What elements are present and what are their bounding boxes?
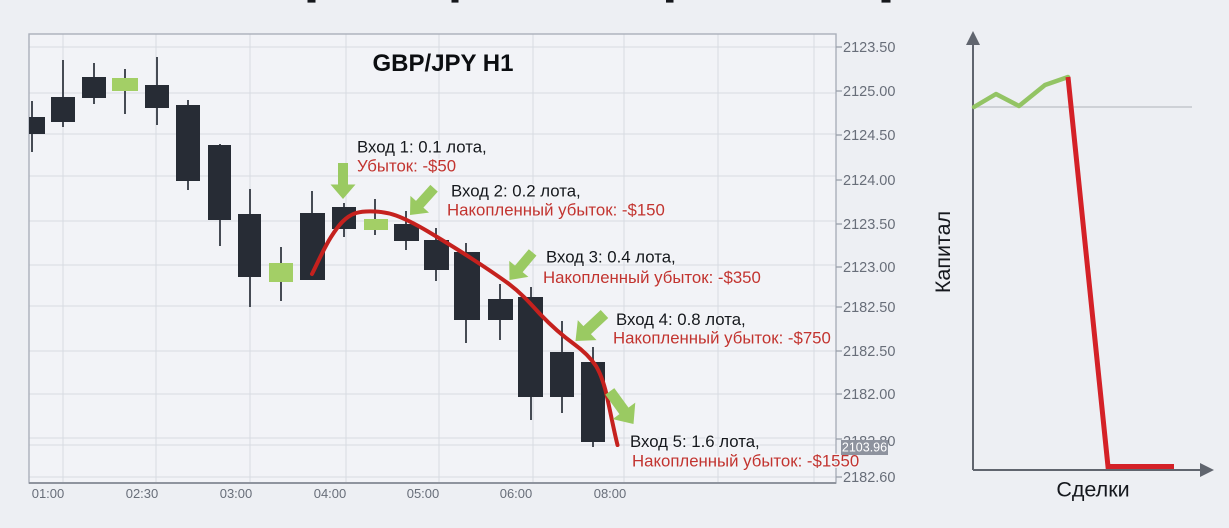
svg-text:Накопленный убыток: -$1550: Накопленный убыток: -$1550 [632, 452, 859, 471]
svg-text:03:00: 03:00 [220, 486, 253, 501]
svg-text:2182.00: 2182.00 [843, 387, 895, 403]
svg-text:02:30: 02:30 [126, 486, 159, 501]
svg-text:04:00: 04:00 [314, 486, 347, 501]
svg-text:Вход 1: 0.1 лота,: Вход 1: 0.1 лота, [357, 138, 487, 157]
svg-text:Вход 2: 0.2 лота,: Вход 2: 0.2 лота, [451, 182, 581, 201]
svg-text:Накопленный убыток: -$750: Накопленный убыток: -$750 [613, 329, 831, 348]
svg-text:Вход 4: 0.8 лота,: Вход 4: 0.8 лота, [616, 310, 746, 329]
svg-text:Вход 5: 1.6 лота,: Вход 5: 1.6 лота, [630, 432, 760, 451]
svg-text:Убыток: -$50: Убыток: -$50 [357, 157, 456, 176]
svg-text:2182.50: 2182.50 [843, 300, 895, 316]
svg-text:2125.00: 2125.00 [843, 84, 895, 100]
svg-text:2182.60: 2182.60 [843, 470, 895, 486]
svg-text:2123.50: 2123.50 [843, 40, 895, 56]
svg-text:2123.50: 2123.50 [843, 217, 895, 233]
svg-text:01:00: 01:00 [32, 486, 65, 501]
svg-text:2124.50: 2124.50 [843, 128, 895, 144]
svg-text:Вход 3: 0.4 лота,: Вход 3: 0.4 лота, [546, 248, 676, 267]
svg-text:GBP/JPY H1: GBP/JPY H1 [373, 50, 514, 77]
svg-text:2103.96: 2103.96 [842, 441, 887, 455]
svg-text:06:00: 06:00 [500, 486, 533, 501]
svg-text:Накопленный убыток: -$150: Накопленный убыток: -$150 [447, 201, 665, 220]
svg-text:08:00: 08:00 [594, 486, 627, 501]
svg-text:2123.00: 2123.00 [843, 260, 895, 276]
svg-text:2182.50: 2182.50 [843, 344, 895, 360]
svg-text:05:00: 05:00 [407, 486, 440, 501]
svg-text:Накопленный убыток: -$350: Накопленный убыток: -$350 [543, 268, 761, 287]
svg-text:Капитал: Капитал [931, 211, 955, 293]
svg-text:Сделки: Сделки [1056, 478, 1129, 502]
svg-text:2124.00: 2124.00 [843, 173, 895, 189]
